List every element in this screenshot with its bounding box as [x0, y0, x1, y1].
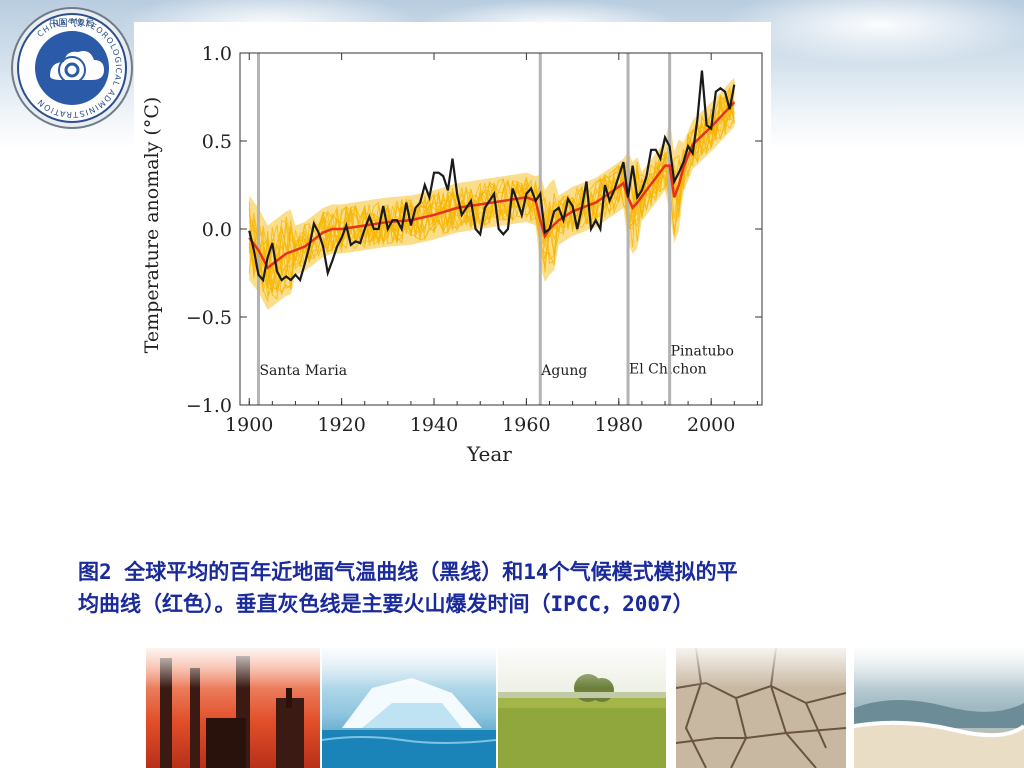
x-tick-label: 2000 [687, 414, 735, 436]
industry-smokestacks-photo [146, 648, 320, 768]
x-tick-label: 1980 [595, 414, 643, 436]
axes: 1900 1920 1940 1960 1980 2000 1.0 0.5 0.0 −0.5 −1.… [186, 43, 762, 436]
x-tick-label: 1940 [410, 414, 458, 436]
volcano-label: Pinatubo [671, 344, 734, 360]
cma-emblem-logo: CHINA METEOROLOGICAL ADMINISTRATION 中国气象… [10, 6, 134, 130]
volcano-label: El Chichon [629, 361, 707, 377]
ensemble-member-line [248, 98, 735, 298]
volcano-label: Santa Maria [259, 363, 347, 379]
series-lines [248, 70, 736, 283]
photo-strip [140, 648, 1024, 768]
y-tick-label: 0.5 [202, 131, 232, 153]
axis-labels: Year Temperature anomaly (°C) [141, 97, 512, 466]
figure-caption: 图2 全球平均的百年近地面气温曲线（黑线）和14个气候模式模拟的平 均曲线（红色… [78, 556, 898, 620]
cracked-earth-photo [676, 648, 846, 768]
caption-line-1: 图2 全球平均的百年近地面气温曲线（黑线）和14个气候模式模拟的平 [78, 560, 738, 584]
caption-line-2: 均曲线（红色）。垂直灰色线是主要火山爆发时间（IPCC，2007） [78, 592, 694, 616]
temperature-anomaly-chart: Santa Maria Agung El Chichon Pinatubo 1900 1… [134, 22, 771, 474]
observed-line [248, 70, 736, 283]
volcano-label: Agung [540, 363, 587, 379]
x-tick-label: 1900 [225, 414, 273, 436]
model-ensemble-band [248, 77, 735, 310]
svg-text:中国气象局: 中国气象局 [49, 17, 94, 29]
y-tick-label: −1.0 [186, 395, 232, 417]
x-axis-label: Year [466, 442, 512, 466]
ensemble-member-line [249, 95, 735, 279]
y-tick-label: 1.0 [202, 43, 232, 65]
green-field-photo [498, 648, 666, 768]
y-tick-label: −0.5 [186, 307, 232, 329]
ocean-wave-photo [854, 648, 1024, 768]
x-tick-label: 1960 [502, 414, 550, 436]
x-tick-label: 1920 [317, 414, 365, 436]
iceberg-photo [322, 648, 496, 768]
y-tick-label: 0.0 [202, 219, 232, 241]
y-axis-label: Temperature anomaly (°C) [141, 97, 163, 354]
ensemble-member-line [248, 97, 735, 282]
